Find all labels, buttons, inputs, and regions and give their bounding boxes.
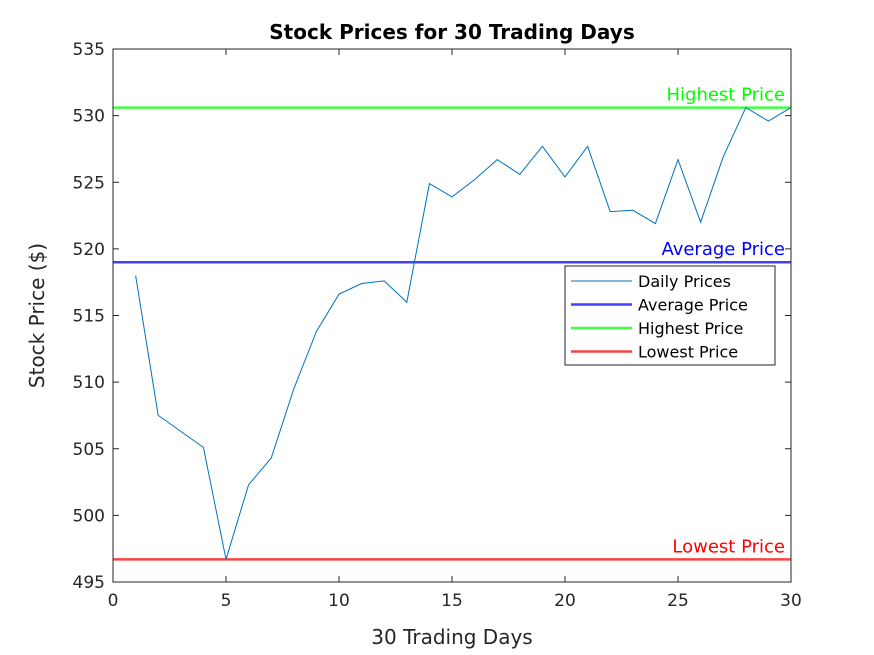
legend-label: Daily Prices: [638, 272, 731, 291]
legend-label: Highest Price: [638, 319, 743, 338]
x-axis-title: 30 Trading Days: [371, 625, 532, 649]
x-tick-label: 20: [554, 591, 576, 611]
y-tick-label: 530: [73, 107, 105, 127]
x-tick-label: 0: [108, 591, 119, 611]
daily-prices-line: [135, 106, 792, 560]
y-tick-label: 500: [73, 506, 105, 526]
y-tick-label: 505: [73, 440, 105, 460]
x-tick-label: 15: [441, 591, 463, 611]
reference-labels: Highest Price Average Price Lowest Price: [661, 85, 785, 558]
chart-title: Stock Prices for 30 Trading Days: [269, 20, 634, 44]
y-axis-title: Stock Price ($): [25, 243, 49, 388]
legend-label: Lowest Price: [638, 343, 738, 362]
x-tick-label: 25: [667, 591, 689, 611]
x-tick-label: 10: [328, 591, 350, 611]
y-tick-label: 535: [73, 40, 105, 60]
y-tick-label: 495: [73, 573, 105, 593]
x-axis: 0 5 10 15 20 25 30: [108, 49, 802, 611]
y-tick-label: 510: [73, 373, 105, 393]
y-axis: 495 500 505 510 515 520 525 530 535: [73, 40, 791, 593]
lowest-price-label: Lowest Price: [672, 536, 785, 557]
series-layer: [135, 106, 792, 560]
highest-price-label: Highest Price: [666, 85, 785, 106]
legend-label: Average Price: [638, 296, 748, 315]
average-price-label: Average Price: [661, 239, 785, 260]
y-tick-label: 525: [73, 173, 105, 193]
y-tick-label: 520: [73, 240, 105, 260]
legend: Daily Prices Average Price Highest Price Lo…: [564, 265, 776, 366]
y-tick-label: 515: [73, 307, 105, 327]
x-tick-label: 5: [221, 591, 232, 611]
x-tick-label: 30: [780, 591, 802, 611]
legend-box: [564, 265, 776, 366]
